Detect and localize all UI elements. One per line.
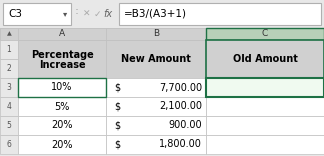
Bar bbox=[119, 3, 321, 25]
Text: 6: 6 bbox=[6, 140, 11, 149]
Bar bbox=[106, 78, 206, 97]
Bar bbox=[0, 116, 18, 135]
Bar bbox=[206, 97, 324, 116]
Bar bbox=[3, 3, 71, 25]
Text: ·: · bbox=[75, 8, 79, 22]
Text: 7,000.00: 7,000.00 bbox=[277, 83, 320, 93]
Text: C: C bbox=[262, 29, 268, 39]
Bar bbox=[18, 97, 106, 116]
Text: 5%: 5% bbox=[54, 102, 70, 112]
Bar bbox=[0, 28, 18, 40]
Bar bbox=[106, 116, 206, 135]
Text: ✕: ✕ bbox=[83, 10, 91, 19]
Text: New Amount: New Amount bbox=[121, 54, 191, 64]
Text: ·: · bbox=[75, 5, 79, 17]
Bar bbox=[0, 40, 18, 59]
Bar bbox=[0, 78, 18, 97]
Text: 2,100.00: 2,100.00 bbox=[159, 102, 202, 112]
Text: 5: 5 bbox=[6, 121, 11, 130]
Bar bbox=[18, 40, 106, 78]
Bar bbox=[18, 116, 106, 135]
Text: 2: 2 bbox=[6, 64, 11, 73]
Text: A: A bbox=[59, 29, 65, 39]
Bar bbox=[206, 116, 324, 135]
Text: $: $ bbox=[114, 83, 120, 93]
Text: Old Amount: Old Amount bbox=[233, 54, 297, 64]
Text: 1: 1 bbox=[6, 45, 11, 54]
Bar bbox=[18, 78, 106, 97]
Text: =B3/(A3+1): =B3/(A3+1) bbox=[124, 9, 187, 19]
Bar bbox=[206, 78, 324, 97]
Text: ▾: ▾ bbox=[63, 10, 67, 19]
Bar bbox=[206, 28, 324, 40]
Bar bbox=[106, 40, 206, 78]
Bar bbox=[0, 97, 18, 116]
Text: ✓: ✓ bbox=[93, 10, 101, 19]
Bar bbox=[0, 135, 18, 154]
Text: 4: 4 bbox=[6, 102, 11, 111]
Bar bbox=[0, 0, 324, 28]
Bar bbox=[206, 40, 324, 78]
Text: 20%: 20% bbox=[51, 120, 73, 131]
Text: $: $ bbox=[214, 83, 220, 93]
Bar bbox=[206, 135, 324, 154]
Bar bbox=[18, 28, 106, 40]
Text: $: $ bbox=[114, 102, 120, 112]
Bar bbox=[18, 135, 106, 154]
Text: 1,800.00: 1,800.00 bbox=[159, 139, 202, 149]
Text: Increase: Increase bbox=[39, 60, 85, 70]
Text: $: $ bbox=[114, 120, 120, 131]
Text: 3: 3 bbox=[6, 83, 11, 92]
Bar bbox=[106, 28, 206, 40]
Text: $: $ bbox=[114, 139, 120, 149]
Bar bbox=[106, 97, 206, 116]
Text: B: B bbox=[153, 29, 159, 39]
Text: ▲: ▲ bbox=[6, 32, 11, 37]
Text: C3: C3 bbox=[8, 9, 22, 19]
Text: 20%: 20% bbox=[51, 139, 73, 149]
Text: 7,700.00: 7,700.00 bbox=[159, 83, 202, 93]
Text: Percentage: Percentage bbox=[31, 50, 93, 60]
Text: fx: fx bbox=[103, 9, 112, 19]
Bar bbox=[106, 135, 206, 154]
Bar bbox=[0, 59, 18, 78]
Bar bbox=[0, 28, 324, 40]
Text: 10%: 10% bbox=[51, 83, 73, 93]
Text: 900.00: 900.00 bbox=[168, 120, 202, 131]
